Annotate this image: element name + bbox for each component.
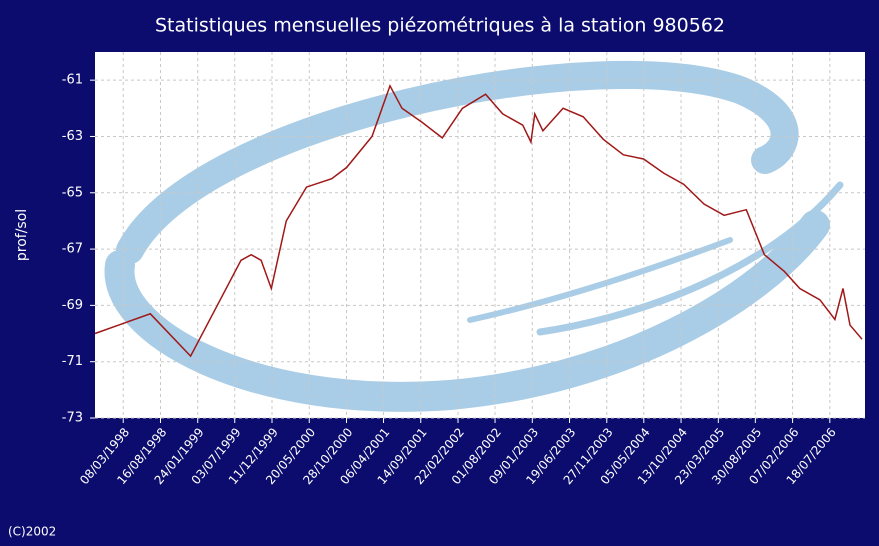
y-tick-label: -61 [62, 73, 83, 88]
y-tick-label: -71 [62, 354, 83, 369]
y-tick-label: -67 [62, 242, 83, 257]
footer: (C)2002 [8, 525, 56, 539]
y-tick-label: -63 [62, 129, 83, 144]
chart: prof/sol (C)2002 -73-71-69-67-65-63-6108… [0, 0, 879, 546]
y-axis-label: prof/sol [14, 209, 30, 261]
y-tick-label: -69 [62, 298, 83, 313]
y-tick-label: -73 [62, 411, 83, 426]
y-tick-label: -65 [62, 185, 83, 200]
chart-title: Statistiques mensuelles piézométriques à… [155, 15, 725, 37]
